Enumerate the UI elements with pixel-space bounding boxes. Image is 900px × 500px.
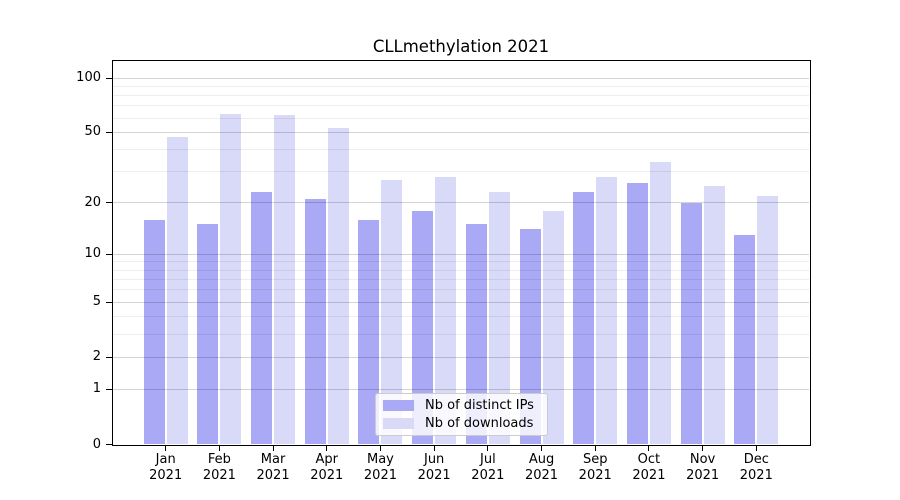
gridline-major [113, 388, 809, 390]
y-axis-tick-label: 0 [92, 436, 101, 452]
legend-item: Nb of downloads [383, 415, 539, 431]
x-axis-tick [272, 445, 274, 451]
bar-downloads [542, 210, 564, 445]
y-axis-tick [106, 253, 112, 255]
bar-downloads [596, 177, 618, 445]
x-axis-tick [379, 445, 381, 451]
x-axis-tick [594, 445, 596, 451]
bar-downloads [649, 162, 671, 445]
gridline-major [113, 253, 809, 255]
bar-distinct-ips [519, 229, 541, 445]
x-axis-tick-label: Jul 2021 [471, 452, 505, 483]
bar-downloads [757, 195, 779, 445]
gridline-minor [113, 105, 809, 107]
gridline-minor [113, 149, 809, 151]
top-spine [112, 59, 811, 61]
x-axis-tick-label: May 2021 [363, 452, 397, 483]
bar-distinct-ips [304, 199, 326, 445]
gridline-minor [113, 117, 809, 119]
y-axis-tick [106, 388, 112, 390]
gridline-minor [113, 261, 809, 263]
x-axis-tick [487, 445, 489, 451]
bar-downloads [274, 115, 296, 445]
x-axis-tick-label: Jun 2021 [417, 452, 451, 483]
y-axis-tick-label: 1 [92, 381, 101, 397]
y-axis-tick-label: 5 [92, 294, 101, 310]
bar-distinct-ips [412, 210, 434, 445]
bar-distinct-ips [626, 182, 648, 445]
bar-downloads [381, 179, 403, 445]
gridline-minor [113, 171, 809, 173]
bar-distinct-ips [465, 224, 487, 445]
x-axis-tick-label: Jan 2021 [149, 452, 183, 483]
bar-distinct-ips [251, 192, 273, 445]
x-axis-tick-label: Sep 2021 [578, 452, 612, 483]
y-axis-tick-label: 20 [84, 194, 101, 210]
bar-downloads [703, 185, 725, 445]
chart-title: CLLmethylation 2021 [372, 37, 550, 56]
y-axis-tick [106, 301, 112, 303]
gridline-minor [113, 269, 809, 271]
bar-distinct-ips [680, 202, 702, 445]
gridline-major [113, 202, 809, 204]
x-axis-tick [165, 445, 167, 451]
x-axis-tick [648, 445, 650, 451]
x-axis-tick [755, 445, 757, 451]
x-axis-tick-label: Mar 2021 [256, 452, 290, 483]
bar-distinct-ips [358, 219, 380, 445]
x-axis-tick-label: Apr 2021 [310, 452, 344, 483]
y-axis-tick [106, 131, 112, 133]
bottom-spine [112, 444, 811, 446]
gridline-minor [113, 85, 809, 87]
x-axis-tick [702, 445, 704, 451]
y-axis-tick-label: 2 [92, 349, 101, 365]
x-axis-tick-label: Oct 2021 [632, 452, 666, 483]
x-axis-tick [326, 445, 328, 451]
bar-distinct-ips [143, 219, 165, 445]
bar-downloads [220, 114, 242, 445]
right-spine [810, 59, 811, 446]
legend-swatch [383, 400, 414, 411]
gridline-minor [113, 316, 809, 318]
x-axis-tick [218, 445, 220, 451]
x-axis-tick-label: Aug 2021 [524, 452, 559, 483]
bar-distinct-ips [573, 192, 595, 445]
legend-swatch [383, 418, 414, 429]
x-axis-tick-label: Feb 2021 [202, 452, 236, 483]
gridline-minor [113, 95, 809, 97]
y-axis-tick [106, 202, 112, 204]
bar-distinct-ips [734, 234, 756, 445]
y-axis-tick-label: 100 [76, 70, 101, 85]
bar-distinct-ips [197, 224, 219, 445]
left-spine [112, 59, 113, 446]
x-axis-tick [541, 445, 543, 451]
gridline-major [113, 301, 809, 303]
x-axis-tick-label: Dec 2021 [739, 452, 773, 483]
x-axis-tick [433, 445, 435, 451]
legend-item: Nb of distinct IPs [383, 397, 539, 413]
bar-downloads [488, 192, 510, 445]
gridline-major [113, 356, 809, 358]
gridline-minor [113, 333, 809, 335]
bar-downloads [435, 177, 457, 445]
legend-label: Nb of downloads [425, 415, 534, 431]
gridline-minor [113, 278, 809, 280]
x-axis-tick-label: Nov 2021 [686, 452, 720, 483]
y-axis-tick [106, 444, 112, 445]
legend: Nb of distinct IPs Nb of downloads [375, 393, 548, 436]
y-axis-tick [106, 77, 112, 79]
bar-downloads [327, 127, 349, 445]
bar-downloads [166, 137, 188, 445]
y-axis-tick-label: 50 [84, 124, 101, 140]
y-axis-tick [106, 356, 112, 358]
gridline-major [113, 77, 809, 79]
y-axis-tick-label: 10 [84, 246, 101, 262]
legend-label: Nb of distinct IPs [425, 397, 534, 413]
gridline-minor [113, 289, 809, 291]
gridline-major [113, 131, 809, 133]
